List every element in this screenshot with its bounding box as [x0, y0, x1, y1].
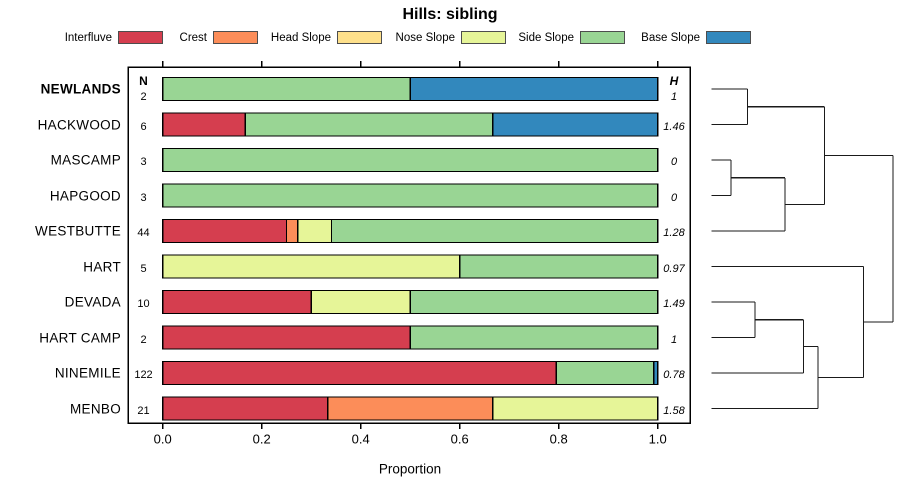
n-value-hapgood: 3: [140, 191, 147, 204]
row-label-hackwood: HACKWOOD: [37, 117, 121, 132]
bar-segment-ninemile-side: [555, 360, 655, 386]
n-value-devada: 10: [137, 298, 150, 310]
h-value-ninemile: 0.78: [663, 369, 685, 381]
h-value-mascamp: 0: [670, 156, 678, 168]
bar-segment-hart-nose: [162, 254, 461, 279]
x-tick-label: 0.8: [549, 431, 568, 446]
h-value-newlands: 1: [670, 90, 678, 103]
x-tick-label: 0.4: [351, 431, 370, 446]
n-value-westbutte: 44: [137, 227, 150, 239]
n-column-header: N: [139, 73, 148, 88]
n-value-menbo: 21: [137, 404, 150, 417]
x-tick-label: 0.2: [252, 431, 271, 446]
h-value-menbo: 1.58: [663, 404, 685, 417]
x-tick-label: 1.0: [648, 431, 667, 446]
h-value-devada: 1.49: [663, 298, 685, 310]
row-label-hapgood: HAPGOOD: [49, 188, 121, 203]
legend-swatch-nose: [461, 31, 506, 44]
row-label-newlands: NEWLANDS: [40, 81, 121, 97]
h-column-header: H: [669, 73, 679, 88]
h-value-hapgood: 0: [670, 191, 678, 204]
row-label-menbo: MENBO: [69, 401, 121, 416]
bar-segment-mascamp-side: [162, 147, 659, 173]
bar-segment-devada-nose: [310, 289, 411, 315]
bar-segment-menbo-crest: [327, 396, 494, 421]
x-tick-label: 0.0: [153, 431, 172, 446]
h-value-hart-camp: 1: [670, 333, 678, 346]
bar-segment-menbo-interfluve: [162, 396, 329, 421]
x-axis-title: Proportion: [378, 461, 442, 476]
chart-title: Hills: sibling: [402, 6, 498, 23]
bar-segment-hackwood-base: [492, 112, 659, 137]
row-label-devada: DEVADA: [64, 294, 121, 310]
bar-segment-westbutte-side: [330, 218, 659, 244]
n-value-hart-camp: 2: [140, 333, 147, 346]
h-value-westbutte: 1.28: [663, 227, 685, 239]
bar-segment-devada-side: [409, 289, 659, 315]
n-value-hackwood: 6: [140, 120, 147, 133]
legend-label-side: Side Slope: [518, 31, 574, 44]
bar-segment-hackwood-side: [244, 112, 494, 137]
legend-label-nose: Nose Slope: [395, 31, 455, 44]
bar-segment-westbutte-nose: [297, 218, 333, 244]
bar-segment-menbo-nose: [492, 396, 659, 421]
bar-segment-westbutte-crest: [285, 218, 299, 244]
h-value-hart: 0.97: [663, 262, 685, 275]
h-value-hackwood: 1.46: [663, 120, 685, 133]
bar-segment-westbutte-interfluve: [162, 218, 288, 244]
bar-segment-hapgood-side: [162, 183, 659, 208]
row-label-ninemile: NINEMILE: [54, 365, 121, 381]
legend-swatch-side: [580, 31, 625, 44]
bar-segment-hart-camp-interfluve: [162, 325, 411, 350]
legend-label-crest: Crest: [179, 31, 207, 44]
bar-segment-ninemile-interfluve: [162, 360, 557, 386]
bar-segment-newlands-base: [409, 76, 659, 102]
bar-segment-hart-camp-side: [409, 325, 659, 350]
row-label-hart-camp: HART CAMP: [39, 330, 121, 345]
legend-label-base: Base Slope: [641, 31, 700, 44]
legend-swatch-head: [337, 31, 382, 44]
legend-swatch-interfluve: [118, 31, 163, 44]
legend-swatch-base: [706, 31, 751, 44]
bar-segment-newlands-side: [162, 76, 411, 102]
plot-frame: [127, 66, 691, 424]
row-label-hart: HART: [83, 259, 121, 274]
n-value-hart: 5: [140, 262, 147, 275]
bar-segment-ninemile-base: [652, 360, 659, 386]
row-label-westbutte: WESTBUTTE: [35, 223, 121, 239]
n-value-ninemile: 122: [134, 369, 153, 381]
legend-label-head: Head Slope: [270, 31, 331, 44]
bar-segment-devada-interfluve: [162, 289, 312, 315]
dendrogram: [711, 88, 894, 410]
x-tick-label: 0.6: [450, 431, 469, 446]
bar-segment-hackwood-interfluve: [162, 112, 246, 137]
n-value-mascamp: 3: [140, 156, 147, 168]
legend-label-interfluve: Interfluve: [64, 31, 112, 44]
bar-segment-hart-side: [459, 254, 659, 279]
legend-swatch-crest: [213, 31, 258, 44]
n-value-newlands: 2: [140, 90, 147, 103]
row-label-mascamp: MASCAMP: [50, 152, 121, 168]
